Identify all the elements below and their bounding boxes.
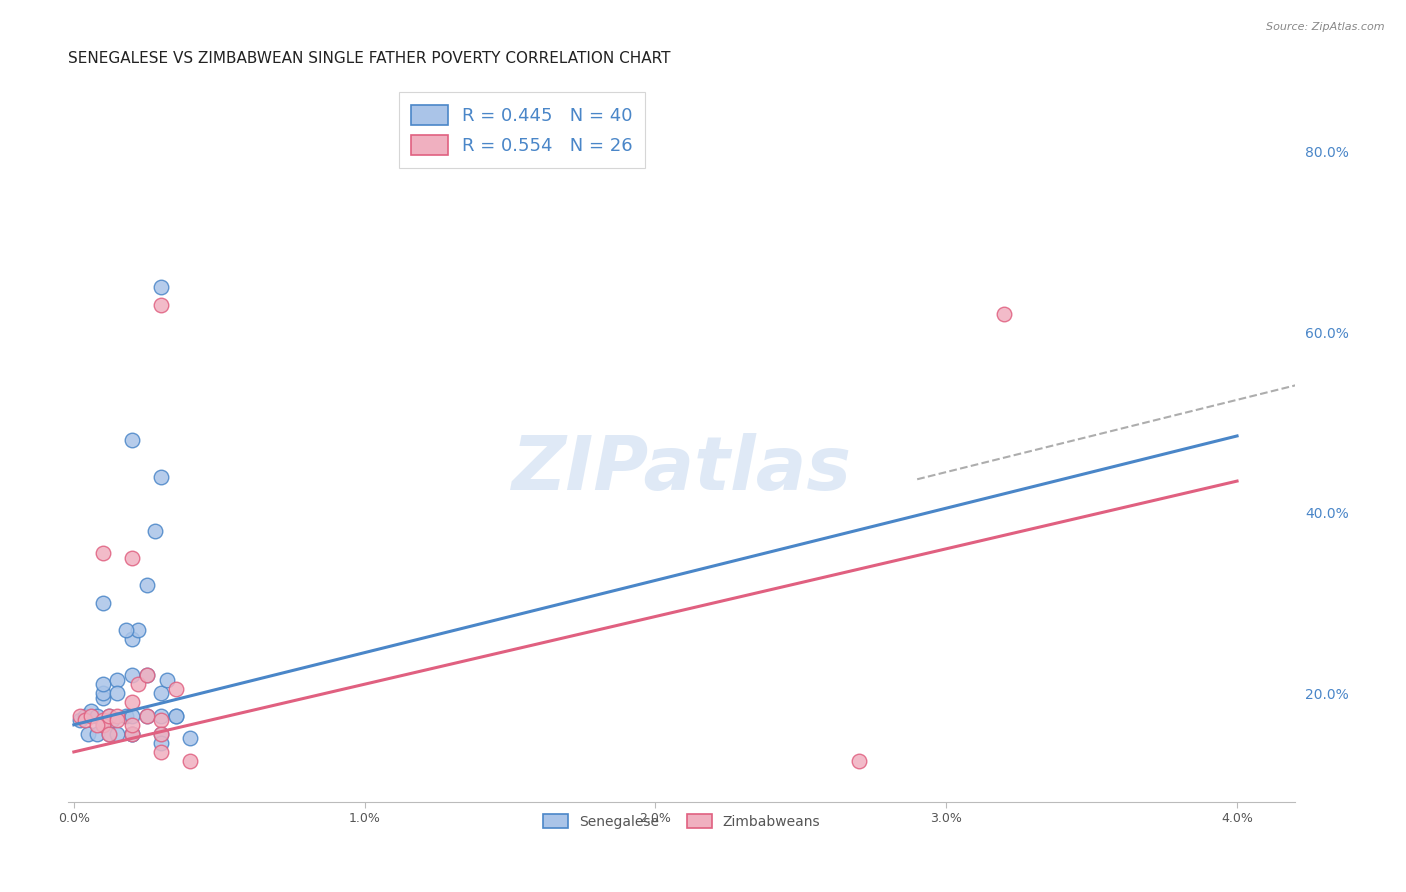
Point: [86, 708, 108, 723]
Point: [115, 708, 138, 723]
Point: [107, 686, 129, 700]
Point: [121, 695, 143, 709]
Point: [127, 677, 149, 691]
Point: [179, 731, 201, 746]
Point: [121, 727, 143, 741]
Text: SENEGALESE VS ZIMBABWEAN SINGLE FATHER POVERTY CORRELATION CHART: SENEGALESE VS ZIMBABWEAN SINGLE FATHER P…: [67, 51, 671, 66]
Point: [121, 434, 143, 448]
Point: [69, 714, 91, 728]
Point: [107, 673, 129, 687]
Point: [150, 727, 173, 741]
Point: [91, 718, 114, 732]
Point: [150, 727, 173, 741]
Point: [143, 524, 166, 538]
Point: [150, 708, 173, 723]
Point: [69, 708, 91, 723]
Point: [135, 708, 157, 723]
Point: [848, 754, 870, 768]
Point: [86, 718, 108, 732]
Point: [121, 668, 143, 682]
Point: [91, 546, 114, 560]
Point: [107, 708, 129, 723]
Point: [150, 736, 173, 750]
Point: [127, 623, 149, 637]
Point: [97, 727, 120, 741]
Point: [115, 623, 138, 637]
Point: [156, 673, 179, 687]
Point: [97, 708, 120, 723]
Point: [107, 727, 129, 741]
Legend: Senegalese, Zimbabweans: Senegalese, Zimbabweans: [537, 808, 825, 834]
Point: [86, 727, 108, 741]
Point: [97, 727, 120, 741]
Point: [91, 596, 114, 610]
Point: [165, 708, 187, 723]
Point: [150, 686, 173, 700]
Point: [77, 727, 100, 741]
Point: [97, 708, 120, 723]
Text: ZIPatlas: ZIPatlas: [512, 433, 852, 506]
Point: [150, 745, 173, 759]
Point: [107, 714, 129, 728]
Point: [121, 727, 143, 741]
Point: [165, 681, 187, 696]
Point: [75, 708, 97, 723]
Point: [121, 718, 143, 732]
Point: [100, 714, 122, 728]
Point: [135, 668, 157, 682]
Point: [91, 686, 114, 700]
Point: [135, 708, 157, 723]
Point: [91, 714, 114, 728]
Point: [150, 298, 173, 312]
Point: [121, 708, 143, 723]
Point: [121, 632, 143, 646]
Point: [91, 690, 114, 705]
Point: [179, 754, 201, 768]
Point: [80, 704, 103, 718]
Point: [150, 469, 173, 483]
Point: [91, 677, 114, 691]
Point: [135, 578, 157, 592]
Point: [135, 668, 157, 682]
Point: [165, 708, 187, 723]
Point: [91, 718, 114, 732]
Point: [150, 714, 173, 728]
Point: [80, 708, 103, 723]
Point: [121, 550, 143, 565]
Text: Source: ZipAtlas.com: Source: ZipAtlas.com: [1267, 22, 1385, 32]
Point: [993, 307, 1015, 321]
Point: [150, 280, 173, 294]
Point: [75, 714, 97, 728]
Point: [121, 727, 143, 741]
